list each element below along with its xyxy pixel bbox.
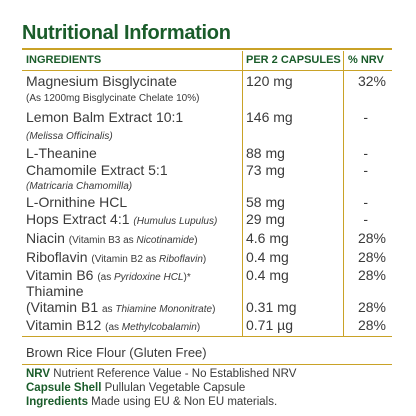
ingredient-note: (Vitamin B2 as: [91, 254, 159, 265]
table-row: L-Theanine 88 mg -: [0, 145, 416, 165]
footer-text: Nutrient Reference Value - No Establishe…: [50, 368, 297, 380]
header-ingredients: INGREDIENTS: [26, 54, 102, 66]
ingredient-nrv: -: [363, 211, 368, 227]
footer-key: NRV: [26, 368, 51, 380]
other-ingredient: Brown Rice Flour (Gluten Free): [26, 345, 207, 360]
ingredient-nrv: 28%: [357, 299, 386, 315]
ingredient-note: (Matricaria Chamomilla): [26, 181, 133, 192]
ingredient-amount: 88 mg: [246, 145, 285, 161]
header-divider: [22, 70, 392, 71]
ingredient-amount: 0.71 µg: [246, 317, 293, 333]
table-row: L-Ornithine HCL 58 mg -: [0, 194, 416, 214]
ingredient-note-form: Nicotinamide: [136, 235, 195, 246]
ingredient-nrv: -: [363, 162, 368, 178]
header-nrv: % NRV: [348, 54, 384, 66]
table-row: Magnesium Bisglycinate 120 mg 32%: [0, 73, 416, 93]
ingredient-amount: 4.6 mg: [246, 230, 289, 246]
header-per-2-capsules: PER 2 CAPSULES: [246, 54, 341, 66]
footer-line-ingredients: Ingredients Made using EU & Non EU mater…: [26, 396, 277, 408]
table-row: Hops Extract 4:1 (Humulus Lupulus) 29 mg…: [0, 211, 416, 231]
table-header: INGREDIENTS PER 2 CAPSULES % NRV: [22, 51, 392, 69]
ingredient-name: (Vitamin B1: [26, 299, 99, 315]
ingredient-note-end: )*: [183, 272, 191, 283]
ingredient-name: Lemon Balm Extract 10:1: [26, 109, 184, 125]
ingredient-note: (as: [105, 322, 122, 333]
table-row: Chamomile Extract 5:1 73 mg -: [0, 162, 416, 182]
table-row: Lemon Balm Extract 10:1 146 mg -: [0, 109, 416, 129]
ingredient-note-form: Methylcobalamin: [121, 322, 197, 333]
ingredient-amount: 58 mg: [246, 194, 285, 210]
ingredient-nrv: 32%: [357, 73, 386, 89]
footer-key: Capsule Shell: [26, 382, 102, 394]
footer-line-capsule: Capsule Shell Pullulan Vegetable Capsule: [26, 382, 245, 394]
column-divider-nrv: [343, 51, 344, 336]
footer-text: Made using EU & Non EU materials.: [87, 396, 278, 408]
footer-line-nrv: NRV Nutrient Reference Value - No Establ…: [26, 368, 296, 380]
ingredient-amount: 0.31 mg: [246, 299, 297, 315]
table-row: (Vitamin B1 as Thiamine Mononitrate) 0.3…: [0, 299, 416, 319]
ingredient-nrv: 28%: [357, 317, 386, 333]
table-row: Thiamine: [0, 283, 416, 303]
ingredient-note: (Humulus Lupulus): [133, 216, 218, 227]
table-row: Riboflavin (Vitamin B2 as Riboflavin) 0.…: [0, 249, 416, 269]
ingredient-name: L-Ornithine HCL: [26, 194, 128, 210]
ingredient-nrv: -: [363, 194, 368, 210]
table-row: Vitamin B12 (as Methylcobalamin) 0.71 µg…: [0, 317, 416, 337]
ingredient-note-form: Thiamine Mononitrate: [115, 304, 213, 315]
ingredient-nrv: -: [363, 145, 368, 161]
ingredient-note-end: ): [194, 235, 198, 246]
ingredient-nrv: -: [363, 109, 368, 125]
ingredient-note-end: ): [212, 304, 216, 315]
table-row: Vitamin B6 (as Pyridoxine HCL)* 0.4 mg 2…: [0, 267, 416, 287]
column-divider-amount: [242, 51, 243, 336]
ingredient-name: L-Theanine: [26, 145, 97, 161]
ingredient-note: as: [102, 304, 116, 315]
ingredient-name: Chamomile Extract 5:1: [26, 162, 168, 178]
footer-key: Ingredients: [26, 396, 88, 408]
ingredient-note: (Vitamin B3 as: [68, 235, 137, 246]
ingredient-name: Riboflavin: [26, 249, 88, 265]
ingredient-note: (as: [97, 272, 115, 283]
ingredient-note-end: ): [196, 322, 201, 333]
ingredient-nrv: 28%: [357, 267, 386, 283]
ingredient-name: Thiamine: [26, 283, 84, 299]
ingredient-nrv: 28%: [357, 249, 386, 265]
ingredient-name: Hops Extract 4:1: [26, 211, 130, 227]
ingredient-note-form: Riboflavin: [159, 254, 203, 265]
footer-divider: [22, 364, 392, 365]
ingredient-note: (As 1200mg Bisglycinate Chelate 10%): [26, 93, 200, 104]
ingredient-name: Vitamin B6: [26, 267, 94, 283]
ingredient-nrv: 28%: [357, 230, 386, 246]
ingredient-note-end: ): [202, 254, 207, 265]
table-row: Niacin (Vitamin B3 as Nicotinamide) 4.6 …: [0, 230, 416, 250]
page-title: Nutritional Information: [22, 22, 231, 44]
ingredient-note: (Melissa Officinalis): [26, 131, 113, 142]
ingredient-note-form: Pyridoxine HCL: [114, 272, 184, 283]
ingredient-amount: 0.4 mg: [246, 249, 289, 265]
ingredient-amount: 120 mg: [246, 73, 293, 89]
footer-text: Pullulan Vegetable Capsule: [101, 382, 246, 394]
ingredient-amount: 0.4 mg: [246, 267, 289, 283]
ingredient-name: Magnesium Bisglycinate: [26, 73, 177, 89]
table-bottom-divider: [22, 336, 392, 337]
title-divider: [22, 48, 392, 50]
ingredient-name: Niacin: [26, 230, 65, 246]
ingredient-name: Vitamin B12: [26, 317, 102, 333]
ingredient-amount: 146 mg: [246, 109, 293, 125]
ingredient-amount: 73 mg: [246, 162, 285, 178]
ingredient-amount: 29 mg: [246, 211, 285, 227]
